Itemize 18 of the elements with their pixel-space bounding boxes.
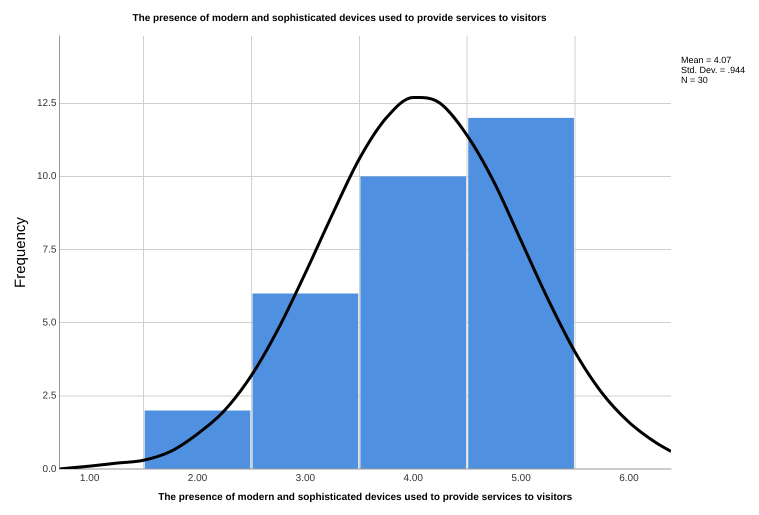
y-tick-label: 7.5 — [42, 244, 57, 256]
x-axis-title: The presence of modern and sophisticated devices used to provide services to visitors — [158, 492, 573, 503]
x-tick-label: 2.00 — [188, 472, 208, 484]
text: Mean = 4.07 — [681, 54, 732, 65]
x-tick-label: 6.00 — [619, 472, 640, 484]
y-tick-label: 5.0 — [42, 317, 57, 328]
y-axis-title: Frequency — [12, 216, 30, 288]
y-tick-label: 2.5 — [42, 390, 57, 402]
y-tick-label: 12.5 — [36, 98, 57, 110]
chart-title: The presence of modern and sophisticated devices used to provide services to visitors — [132, 12, 547, 24]
text: Std. Dev. = .944 — [681, 64, 746, 75]
x-tick-label: 4.00 — [403, 472, 424, 484]
x-tick-label: 1.00 — [80, 472, 100, 484]
y-tick-label: 0.0 — [42, 464, 57, 475]
text: N = 30 — [681, 74, 708, 85]
y-tick-label: 10.0 — [36, 171, 57, 182]
x-tick-label: 3.00 — [296, 472, 316, 484]
x-tick-label: 5.00 — [511, 472, 532, 484]
